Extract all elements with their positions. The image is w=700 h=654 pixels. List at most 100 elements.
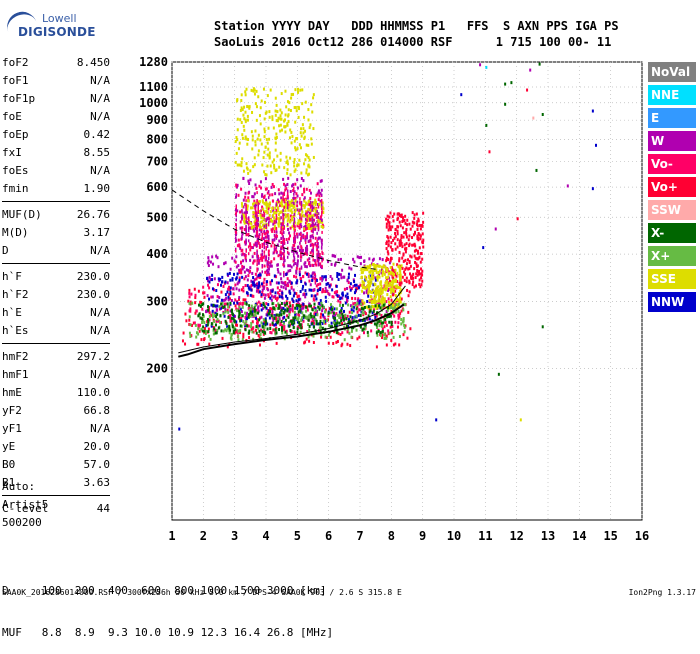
echo-point [247, 216, 250, 220]
echo-point [349, 321, 352, 325]
echo-point [383, 272, 386, 276]
echo-point [304, 227, 307, 231]
echo-point [299, 216, 301, 220]
param-value: 3.63 [83, 476, 111, 489]
echo-point [319, 276, 322, 280]
echo-point [213, 327, 216, 331]
echo-point [290, 130, 293, 134]
legend-item-vo-: Vo- [648, 154, 696, 174]
echo-point [307, 214, 310, 218]
echo-point [273, 243, 276, 247]
echo-point [305, 337, 308, 341]
echo-point [269, 296, 272, 300]
echo-point [285, 332, 288, 336]
x-tick-label: 2 [200, 529, 207, 543]
echo-point [253, 309, 256, 313]
echo-point [286, 222, 289, 226]
echo-point [259, 213, 262, 217]
echo-point [264, 219, 267, 223]
echo-point [350, 335, 353, 339]
echo-point [275, 119, 278, 123]
echo-point [203, 329, 206, 333]
echo-point [288, 324, 291, 328]
echo-point [218, 305, 221, 309]
echo-point [266, 235, 269, 239]
echo-point [398, 220, 401, 224]
echo-point [283, 281, 285, 285]
echo-point [256, 275, 259, 279]
echo-point [281, 291, 284, 295]
echo-point [263, 213, 266, 217]
echo-point [390, 241, 393, 245]
echo-point [235, 320, 238, 324]
echo-point [258, 228, 261, 232]
echo-point [227, 287, 230, 291]
echo-point [261, 163, 264, 167]
echo-point [223, 314, 226, 318]
echo-point [394, 280, 397, 284]
echo-point [237, 302, 240, 306]
echo-point [290, 208, 293, 212]
echo-point [393, 279, 396, 283]
echo-point [293, 196, 295, 200]
echo-point [293, 164, 296, 168]
echo-point [336, 330, 339, 334]
echo-point [321, 290, 324, 294]
echo-point [285, 302, 288, 306]
echo-point [215, 304, 218, 308]
echo-point [247, 315, 250, 319]
echo-point [265, 231, 267, 235]
echo-point [407, 258, 410, 262]
echo-point [290, 96, 293, 100]
echo-point [206, 294, 209, 298]
echo-point [229, 309, 232, 313]
echo-point [255, 325, 258, 329]
echo-point [266, 94, 269, 98]
echo-point [389, 266, 392, 270]
echo-point [351, 316, 354, 320]
echo-point [245, 312, 248, 316]
echo-point [198, 303, 201, 307]
echo-point [283, 252, 285, 256]
echo-point [189, 302, 192, 306]
echo-point [274, 295, 277, 299]
echo-point [241, 264, 244, 268]
echo-point [229, 286, 232, 290]
echo-point [236, 272, 239, 276]
echo-point [385, 300, 388, 304]
echo-point [392, 262, 395, 266]
echo-point [420, 252, 423, 256]
echo-point [261, 325, 264, 329]
echo-point [245, 210, 247, 214]
echo-point [213, 313, 216, 317]
echo-point [356, 287, 359, 291]
echo-point [266, 244, 269, 248]
echo-point [296, 306, 299, 310]
echo-point [409, 327, 412, 331]
echo-point [242, 177, 245, 181]
param-row-fof1: foF1 N/A [2, 72, 110, 90]
echo-point [290, 320, 293, 324]
echo-point [374, 298, 377, 302]
echo-point [260, 308, 263, 312]
echo-point [258, 114, 261, 118]
echo-point [330, 262, 333, 266]
echo-point [291, 306, 294, 310]
echo-point [284, 213, 287, 217]
echo-point [293, 254, 295, 258]
echo-point [292, 294, 295, 298]
echo-point [302, 127, 305, 131]
echo-point [271, 115, 274, 119]
echo-point [283, 309, 286, 313]
echo-point [389, 211, 392, 215]
echo-point [303, 199, 306, 203]
echo-point [222, 298, 225, 302]
echo-point [362, 307, 365, 311]
echo-point [284, 330, 287, 334]
echo-point [283, 239, 286, 243]
echo-point [263, 210, 266, 214]
echo-point [313, 218, 316, 222]
echo-point [320, 241, 323, 245]
echo-point [325, 289, 328, 293]
echo-point [215, 254, 218, 258]
